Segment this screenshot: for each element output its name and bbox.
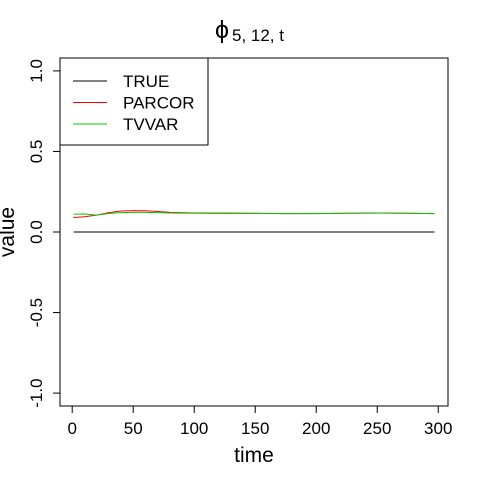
chart-title: ϕ bbox=[215, 16, 229, 44]
y-tick-label: 1.0 bbox=[27, 59, 46, 83]
legend-label: TVVAR bbox=[123, 115, 178, 134]
y-tick-label: -0.5 bbox=[27, 298, 46, 327]
x-tick-label: 300 bbox=[424, 419, 452, 438]
y-tick-label: 0.5 bbox=[27, 140, 46, 164]
x-tick-label: 200 bbox=[302, 419, 330, 438]
y-tick-label: 0.0 bbox=[27, 220, 46, 244]
legend-label: TRUE bbox=[123, 72, 169, 91]
series-line bbox=[73, 211, 435, 216]
x-tick-label: 250 bbox=[363, 419, 391, 438]
legend-box bbox=[59, 57, 209, 146]
x-tick-label: 50 bbox=[124, 419, 143, 438]
y-tick-label: -1.0 bbox=[27, 378, 46, 407]
chart-title-subscript: 5, 12, t bbox=[232, 26, 284, 45]
legend-label: PARCOR bbox=[123, 94, 194, 113]
x-tick-label: 150 bbox=[241, 419, 269, 438]
x-tick-label: 0 bbox=[67, 419, 76, 438]
y-axis-label: value bbox=[0, 207, 19, 257]
x-tick-label: 100 bbox=[180, 419, 208, 438]
x-axis-label: time bbox=[234, 444, 274, 467]
